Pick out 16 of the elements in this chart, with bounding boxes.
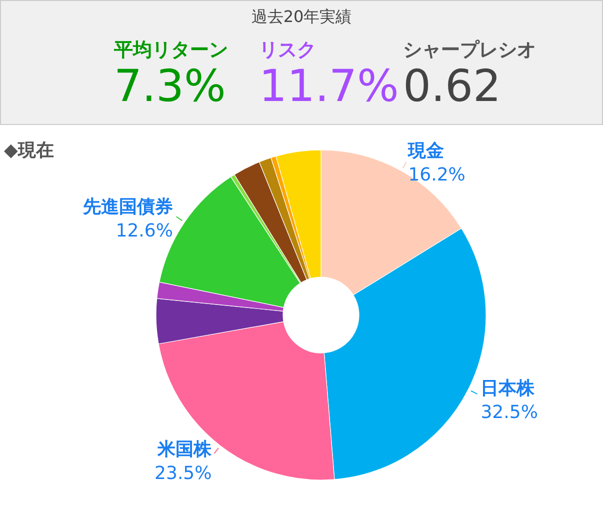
data-label: 12.6% [116,220,173,242]
data-label: 32.5% [480,402,538,423]
slice-label: 米国株 [156,438,213,460]
chart-title: ◆現在 [4,140,54,161]
text: 7.3% [114,61,226,112]
slice-label: 日本株 [480,378,536,399]
text: 11.7% [259,61,399,112]
data-label: 16.2% [408,164,466,186]
text: リスク [259,38,316,63]
slice-label: 現金 [407,140,444,162]
text: シャープレシオ [403,38,536,63]
text: 0.62 [403,61,501,112]
text: 平均リターン [114,38,228,63]
text: 過去20年実績 [250,7,353,28]
slice-label: 先進国債券 [82,196,173,218]
data-label: 23.5% [154,462,212,484]
